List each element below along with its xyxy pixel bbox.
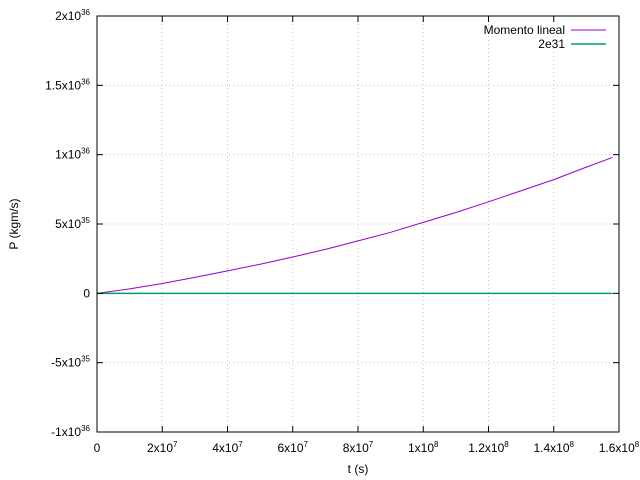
y-tick-label: 2x1036 <box>55 8 90 23</box>
x-tick-label: 8x107 <box>343 440 374 455</box>
ticks <box>96 15 620 433</box>
x-tick-label: 6x107 <box>278 440 309 455</box>
x-tick-label: 1.6x108 <box>599 440 640 455</box>
y-tick-label: -5x1035 <box>51 355 90 370</box>
y-tick-label: 0 <box>83 286 90 300</box>
x-axis-label: t (s) <box>348 462 369 476</box>
y-tick-label: 1.5x1036 <box>45 77 90 92</box>
x-tick-label: 1x108 <box>408 440 439 455</box>
x-tick-label: 0 <box>94 441 101 455</box>
legend-label: 2e31 <box>538 37 565 51</box>
x-tick-label: 4x107 <box>212 440 243 455</box>
x-tick-label: 1.2x108 <box>468 440 509 455</box>
series-line-1 <box>96 156 613 294</box>
y-axis-label: P (kgm/s) <box>7 198 21 249</box>
x-tick-label: 1.4x108 <box>534 440 575 455</box>
legend-label: Momento lineal <box>484 23 565 37</box>
x-tick-label: 2x107 <box>147 440 178 455</box>
tick-labels: 0 2x107 4x107 6x107 8x107 1x108 1.2x108 1.4x108… <box>45 8 640 455</box>
y-tick-label: -1x1036 <box>51 424 90 439</box>
y-tick-label: 5x1035 <box>55 216 90 231</box>
grid <box>97 16 619 432</box>
series-layer <box>96 156 613 295</box>
y-tick-label: 1x1036 <box>55 147 90 162</box>
